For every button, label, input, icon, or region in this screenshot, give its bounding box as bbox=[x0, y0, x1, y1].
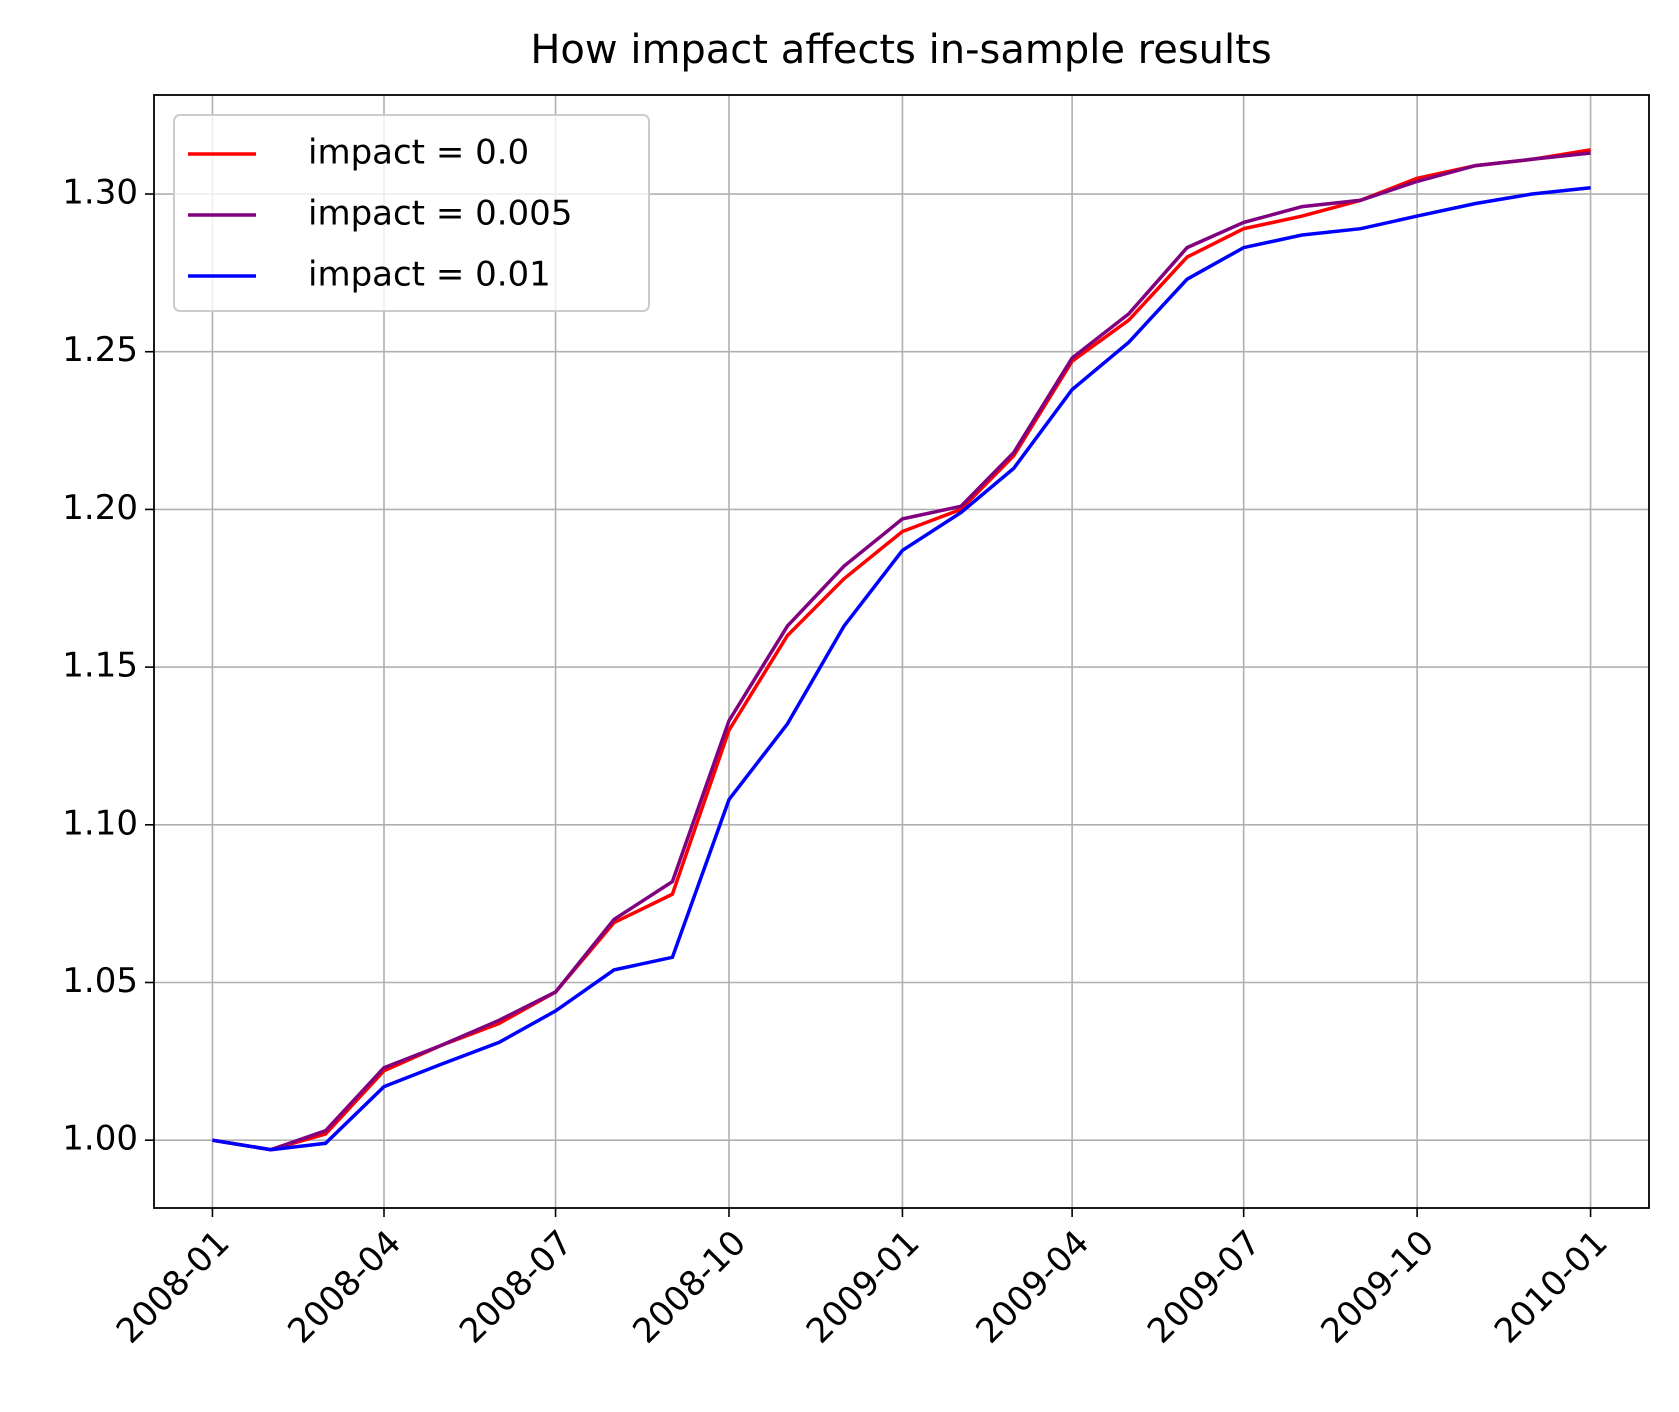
y-tick-label: 1.20 bbox=[62, 488, 138, 528]
legend: impact = 0.0 impact = 0.005 impact = 0.01 bbox=[173, 114, 650, 312]
y-tick-label: 1.05 bbox=[62, 961, 138, 1001]
plot-frame bbox=[153, 94, 1650, 1209]
y-tick-label: 1.15 bbox=[62, 646, 138, 686]
x-tick-label: 2009-10 bbox=[1313, 1223, 1442, 1352]
x-tick-label: 2009-04 bbox=[968, 1223, 1097, 1352]
x-tick-label: 2009-01 bbox=[799, 1223, 928, 1352]
line-series bbox=[212, 185, 1591, 1152]
legend-frame bbox=[173, 114, 650, 312]
line-series bbox=[212, 151, 1591, 1152]
legend-label: impact = 0.005 bbox=[308, 194, 572, 234]
legend-label: impact = 0.01 bbox=[308, 255, 551, 295]
x-tick-label: 2009-07 bbox=[1140, 1223, 1269, 1352]
legend-label: impact = 0.0 bbox=[308, 133, 529, 173]
y-tick-label: 1.00 bbox=[62, 1119, 138, 1159]
x-tick-label: 2008-07 bbox=[452, 1223, 581, 1352]
y-tick-label: 1.30 bbox=[62, 173, 138, 213]
chart-title: How impact affects in-sample results bbox=[530, 27, 1271, 73]
x-tick-label: 2008-04 bbox=[280, 1223, 409, 1352]
x-tick-label: 2008-01 bbox=[109, 1223, 238, 1352]
y-tick-label: 1.10 bbox=[62, 803, 138, 843]
x-tick-label: 2008-10 bbox=[625, 1223, 754, 1352]
x-tick-label: 2010-01 bbox=[1487, 1223, 1616, 1352]
y-tick-label: 1.25 bbox=[62, 330, 138, 370]
